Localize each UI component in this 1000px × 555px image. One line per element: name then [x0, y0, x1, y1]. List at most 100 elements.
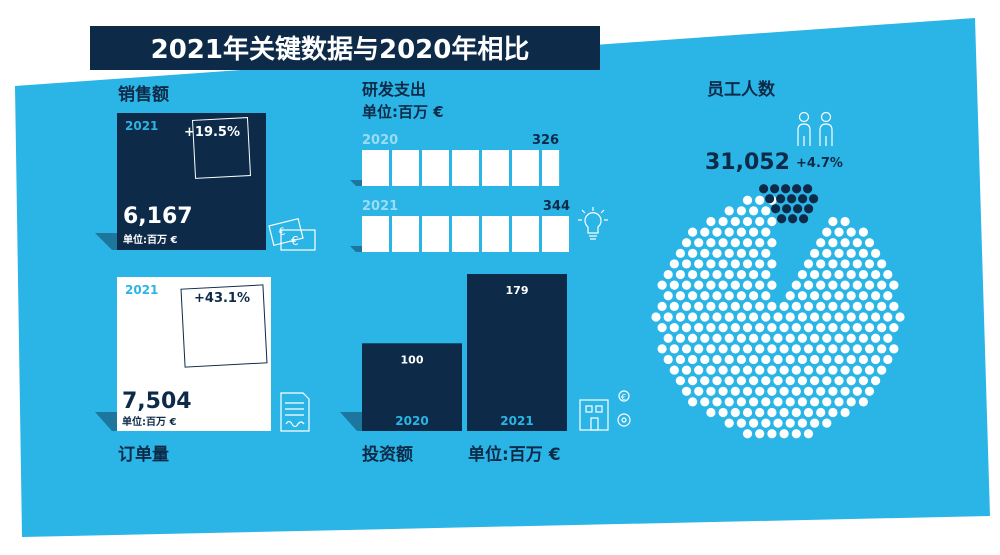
employee-dot — [840, 301, 850, 311]
employee-dot — [657, 280, 667, 290]
employee-dot — [675, 354, 686, 365]
employee-dot — [730, 238, 740, 248]
employee-dot — [791, 323, 801, 333]
employee-dot — [779, 365, 789, 375]
orders-box — [117, 277, 271, 431]
employee-dot — [864, 344, 875, 354]
employee-dot — [840, 216, 850, 227]
employee-dot — [895, 312, 905, 322]
employee-dot — [767, 216, 777, 227]
employee-dot — [749, 397, 759, 407]
employee-dot — [736, 227, 747, 237]
employee-dot — [852, 344, 862, 354]
employee-dot — [816, 323, 826, 333]
employee-dot — [871, 354, 881, 365]
employee-dot — [846, 397, 856, 407]
employee-dot — [803, 365, 814, 375]
employee-dot — [858, 376, 869, 386]
employee-dot — [749, 354, 759, 365]
employee-dot — [730, 259, 740, 269]
employee-dot — [700, 248, 710, 258]
employee-dot — [712, 248, 722, 258]
employee-dot — [810, 312, 820, 322]
investment-value-label: 100 — [401, 353, 424, 366]
employee-dot — [694, 238, 704, 248]
employee-dot — [742, 365, 753, 375]
employee-dot — [724, 312, 734, 322]
investment-value-label: 179 — [506, 284, 529, 297]
employee-dot — [712, 312, 722, 322]
sales-unit: 单位:百万 € — [123, 233, 177, 246]
employee-dot — [724, 376, 734, 386]
employee-dot — [791, 280, 801, 290]
employee-dot — [755, 407, 765, 418]
svg-text:€: € — [291, 234, 299, 248]
employee-dot — [688, 248, 698, 258]
employee-dot — [858, 291, 869, 301]
employee-dot — [688, 376, 698, 386]
employee-dot — [706, 344, 716, 354]
title-bar — [90, 26, 600, 70]
employee-dot — [761, 227, 771, 237]
employee-dot — [822, 418, 832, 428]
employee-dot — [681, 238, 692, 248]
employee-dot — [688, 291, 698, 301]
employee-dot — [846, 269, 856, 280]
employee-dot — [712, 227, 722, 237]
employee-dot — [816, 301, 826, 311]
employee-dot — [755, 216, 765, 227]
employee-dot — [736, 269, 747, 280]
employee-dot — [828, 323, 838, 333]
employee-dot — [657, 323, 667, 333]
employee-dot — [773, 354, 783, 365]
employee-dot — [724, 397, 734, 407]
employee-dot — [767, 259, 777, 269]
employee-dot — [803, 323, 814, 333]
sales-year: 2021 — [125, 119, 158, 133]
employee-dot — [864, 238, 875, 248]
growth-dot — [777, 214, 787, 224]
rnd-bar-shadow — [350, 180, 362, 186]
employee-dot — [718, 280, 728, 290]
employee-dot — [742, 280, 753, 290]
growth-dot — [771, 204, 781, 214]
employee-dot — [852, 386, 862, 396]
employee-dot — [877, 365, 887, 375]
employee-dot — [706, 407, 716, 418]
employee-dot — [840, 386, 850, 396]
people-icon — [797, 111, 833, 146]
employee-dot — [718, 216, 728, 227]
employee-dot — [816, 238, 826, 248]
employee-dot — [742, 238, 753, 248]
employee-dot — [858, 354, 869, 365]
employee-dot — [749, 248, 759, 258]
employee-dot — [767, 365, 777, 375]
employee-dot — [761, 206, 771, 216]
employee-dot — [834, 291, 844, 301]
employee-dot — [736, 312, 747, 322]
employee-dot — [736, 291, 747, 301]
rnd-bar-chart: 2020 326 2021 344 — [350, 133, 570, 252]
employee-dot — [688, 269, 698, 280]
employee-dot — [736, 397, 747, 407]
employee-dot — [883, 333, 893, 343]
employee-dot — [755, 195, 765, 205]
page-title: 2021年关键数据与2020年相比 — [151, 34, 530, 65]
employee-dot — [846, 291, 856, 301]
employee-dot — [791, 365, 801, 375]
employee-dot — [803, 429, 814, 439]
employee-dot — [681, 365, 692, 375]
employee-dot — [712, 269, 722, 280]
employee-dot — [681, 344, 692, 354]
employee-dot — [877, 259, 887, 269]
employee-dot — [822, 312, 832, 322]
employee-dot — [858, 397, 869, 407]
employee-dot — [761, 333, 771, 343]
employee-dot — [846, 354, 856, 365]
employee-dot — [724, 227, 734, 237]
employees-label: 员工人数 — [707, 79, 776, 100]
employee-dot — [730, 323, 740, 333]
rnd-year-label: 2020 — [362, 133, 398, 148]
